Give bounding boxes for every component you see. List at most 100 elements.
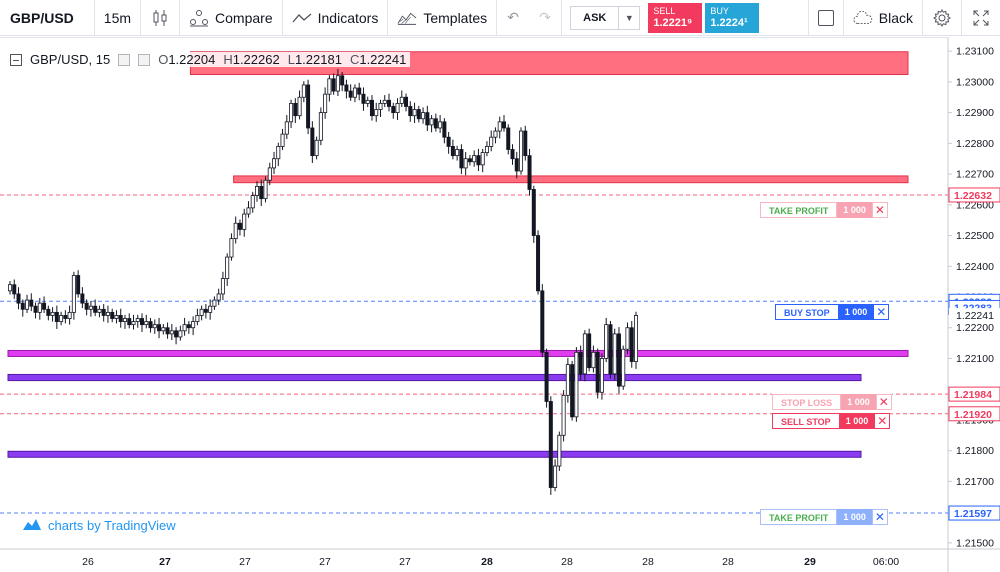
fullscreen-button[interactable] xyxy=(962,0,1000,36)
stop-loss-order[interactable]: STOP LOSS 1 000 ✕ xyxy=(772,393,892,411)
settings-button[interactable] xyxy=(923,0,962,36)
eye-icon[interactable] xyxy=(118,53,131,66)
checkbox-icon xyxy=(817,9,834,26)
interval-selector[interactable]: 15m xyxy=(95,0,142,36)
x-tick-label: 28 xyxy=(561,556,573,568)
candle-body xyxy=(446,136,451,147)
close-icon[interactable]: ✕ xyxy=(875,394,892,410)
candle-body xyxy=(433,118,438,129)
redo-button[interactable]: ↷ xyxy=(529,0,563,36)
candle-body xyxy=(544,351,549,402)
templates-button[interactable]: Templates xyxy=(388,0,498,36)
settings-small-icon[interactable] xyxy=(138,53,151,66)
candle-body xyxy=(450,146,455,157)
order-label: TAKE PROFIT xyxy=(760,202,838,218)
candle-body xyxy=(595,351,600,393)
indicators-label: Indicators xyxy=(317,9,379,26)
candle-body xyxy=(484,146,489,153)
buy-price: 1.2224¹ xyxy=(710,16,748,29)
candle-body xyxy=(548,401,553,488)
candle-body xyxy=(33,305,38,313)
candle-body xyxy=(501,121,506,129)
legend-close: C1.22241 xyxy=(349,52,407,67)
candle-body xyxy=(608,324,613,375)
chart-style-button[interactable] xyxy=(141,0,181,36)
candle-body xyxy=(93,305,98,313)
redo-icon: ↷ xyxy=(539,9,551,25)
demand-zone-3[interactable] xyxy=(7,450,862,458)
candle-body xyxy=(459,149,464,169)
buy-stop-order[interactable]: BUY STOP 1 000 ✕ xyxy=(775,303,890,321)
candle-body xyxy=(616,333,621,387)
sell-button[interactable]: SELL 1.2221⁹ xyxy=(648,2,703,33)
candle-body xyxy=(591,351,596,369)
candle-body xyxy=(365,99,370,104)
buy-button[interactable]: BUY 1.2224¹ xyxy=(705,2,760,33)
close-icon[interactable]: ✕ xyxy=(874,413,891,429)
candle-body xyxy=(110,311,115,319)
take-profit-order-upper[interactable]: TAKE PROFIT 1 000 ✕ xyxy=(760,201,888,219)
candle-body xyxy=(369,99,374,117)
y-tick-label: 1.22800 xyxy=(956,138,994,150)
candle-body xyxy=(254,185,259,196)
candle-body xyxy=(16,293,21,304)
tradingview-branding[interactable]: charts by TradingView xyxy=(22,517,176,534)
x-tick-label: 29 xyxy=(804,556,816,568)
order-qty: 1 000 xyxy=(837,509,872,525)
compare-button[interactable]: Compare xyxy=(180,0,283,36)
fullscreen-toggle-checkbox[interactable] xyxy=(807,0,844,36)
price-type-dropdown[interactable]: ASK ▼ xyxy=(570,5,641,30)
close-icon[interactable]: ✕ xyxy=(871,202,888,218)
indicators-button[interactable]: Indicators xyxy=(283,0,389,36)
candle-body xyxy=(472,155,477,163)
y-tick-label: 1.21700 xyxy=(956,476,994,488)
candle-body xyxy=(634,315,639,362)
collapse-icon[interactable] xyxy=(10,53,22,66)
candle-body xyxy=(76,275,81,295)
candle-body xyxy=(612,333,617,375)
candle-body xyxy=(165,327,170,335)
price-axis-tag xyxy=(948,187,1000,203)
candle-body xyxy=(276,146,281,160)
candle-body xyxy=(280,133,285,147)
theme-selector[interactable]: Black xyxy=(844,0,923,36)
candle-body xyxy=(50,311,55,316)
candle-body xyxy=(20,302,25,310)
candle-body xyxy=(88,305,93,310)
candle-body xyxy=(186,324,191,329)
candle-body xyxy=(323,93,328,114)
order-qty: 1 000 xyxy=(841,394,876,410)
order-qty: 1 000 xyxy=(838,304,874,320)
candle-body xyxy=(587,333,592,369)
demand-zone-2[interactable] xyxy=(7,373,862,382)
candle-body xyxy=(263,179,268,200)
undo-button[interactable]: ↶ xyxy=(497,0,529,36)
compare-label: Compare xyxy=(215,9,273,26)
last-price-tag-text: 1.22241 xyxy=(956,310,994,322)
order-label: STOP LOSS xyxy=(772,394,842,410)
candle-body xyxy=(293,102,298,117)
candle-body xyxy=(84,302,89,310)
top-toolbar: GBP/USD 15m Compare Indicators Templates xyxy=(0,0,1000,36)
candle-body xyxy=(404,96,409,107)
close-icon[interactable]: ✕ xyxy=(873,304,890,320)
symbol-selector[interactable]: GBP/USD xyxy=(0,0,95,36)
sell-stop-order[interactable]: SELL STOP 1 000 ✕ xyxy=(772,412,891,430)
candle-body xyxy=(510,149,515,160)
sell-price: 1.2221⁹ xyxy=(653,16,693,29)
buy-label: BUY xyxy=(710,5,729,16)
candle-body xyxy=(97,308,102,313)
demand-zone-1[interactable] xyxy=(7,349,909,357)
take-profit-order-lower[interactable]: TAKE PROFIT 1 000 ✕ xyxy=(760,508,888,526)
order-qty: 1 000 xyxy=(837,202,872,218)
candle-body xyxy=(497,121,502,132)
legend-open: O1.22204 xyxy=(158,52,216,67)
supply-zone-mid[interactable] xyxy=(233,175,909,184)
close-icon[interactable]: ✕ xyxy=(871,509,888,525)
candle-body xyxy=(344,84,349,92)
candle-body xyxy=(361,93,366,104)
candle-body xyxy=(327,78,332,95)
y-tick-label: 1.22500 xyxy=(956,230,994,242)
candle-body xyxy=(144,321,149,326)
price-axis-tag-text: 1.22632 xyxy=(954,190,992,202)
